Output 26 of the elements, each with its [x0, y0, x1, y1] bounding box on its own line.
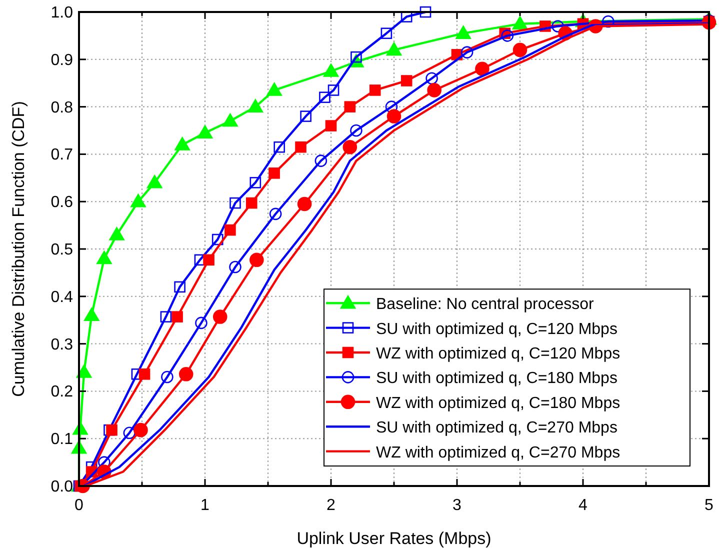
y-tick-label: 0.2 [50, 384, 74, 401]
x-tick-label: 3 [452, 497, 462, 514]
y-tick-label: 0.0 [50, 478, 74, 496]
legend-label: SU with optimized q, C=270 Mbps [376, 420, 618, 437]
x-tick-label: 1 [200, 497, 210, 514]
x-tick-label: 4 [578, 497, 588, 514]
x-tick-label: 5 [704, 497, 714, 514]
y-tick-label: 0.9 [50, 52, 74, 69]
y-tick-label: 1.0 [50, 4, 74, 22]
y-tick-label: 0.1 [50, 431, 74, 448]
legend-label: WZ with optimized q, C=270 Mbps [376, 444, 620, 462]
x-tick-label: 0 [74, 497, 84, 514]
x-tick-label: 2 [326, 497, 336, 514]
legend-label: SU with optimized q, C=180 Mbps [376, 370, 618, 388]
y-axis-title: Cumulative Distribution Function (CDF) [9, 101, 28, 397]
y-tick-label: 0.8 [50, 99, 74, 116]
x-axis-title: Uplink User Rates (Mbps) [296, 529, 492, 548]
legend-label: SU with optimized q, C=120 Mbps [376, 320, 618, 338]
legend-label: WZ with optimized q, C=180 Mbps [376, 394, 620, 412]
legend-label: Baseline: No central processor [376, 296, 595, 314]
y-tick-label: 0.6 [50, 194, 74, 212]
legend-label: WZ with optimized q, C=120 Mbps [376, 346, 620, 362]
y-tick-label: 0.4 [50, 288, 74, 306]
y-tick-label: 0.3 [50, 336, 74, 354]
y-tick-label: 0.7 [50, 146, 74, 164]
y-tick-label: 0.5 [50, 242, 74, 258]
